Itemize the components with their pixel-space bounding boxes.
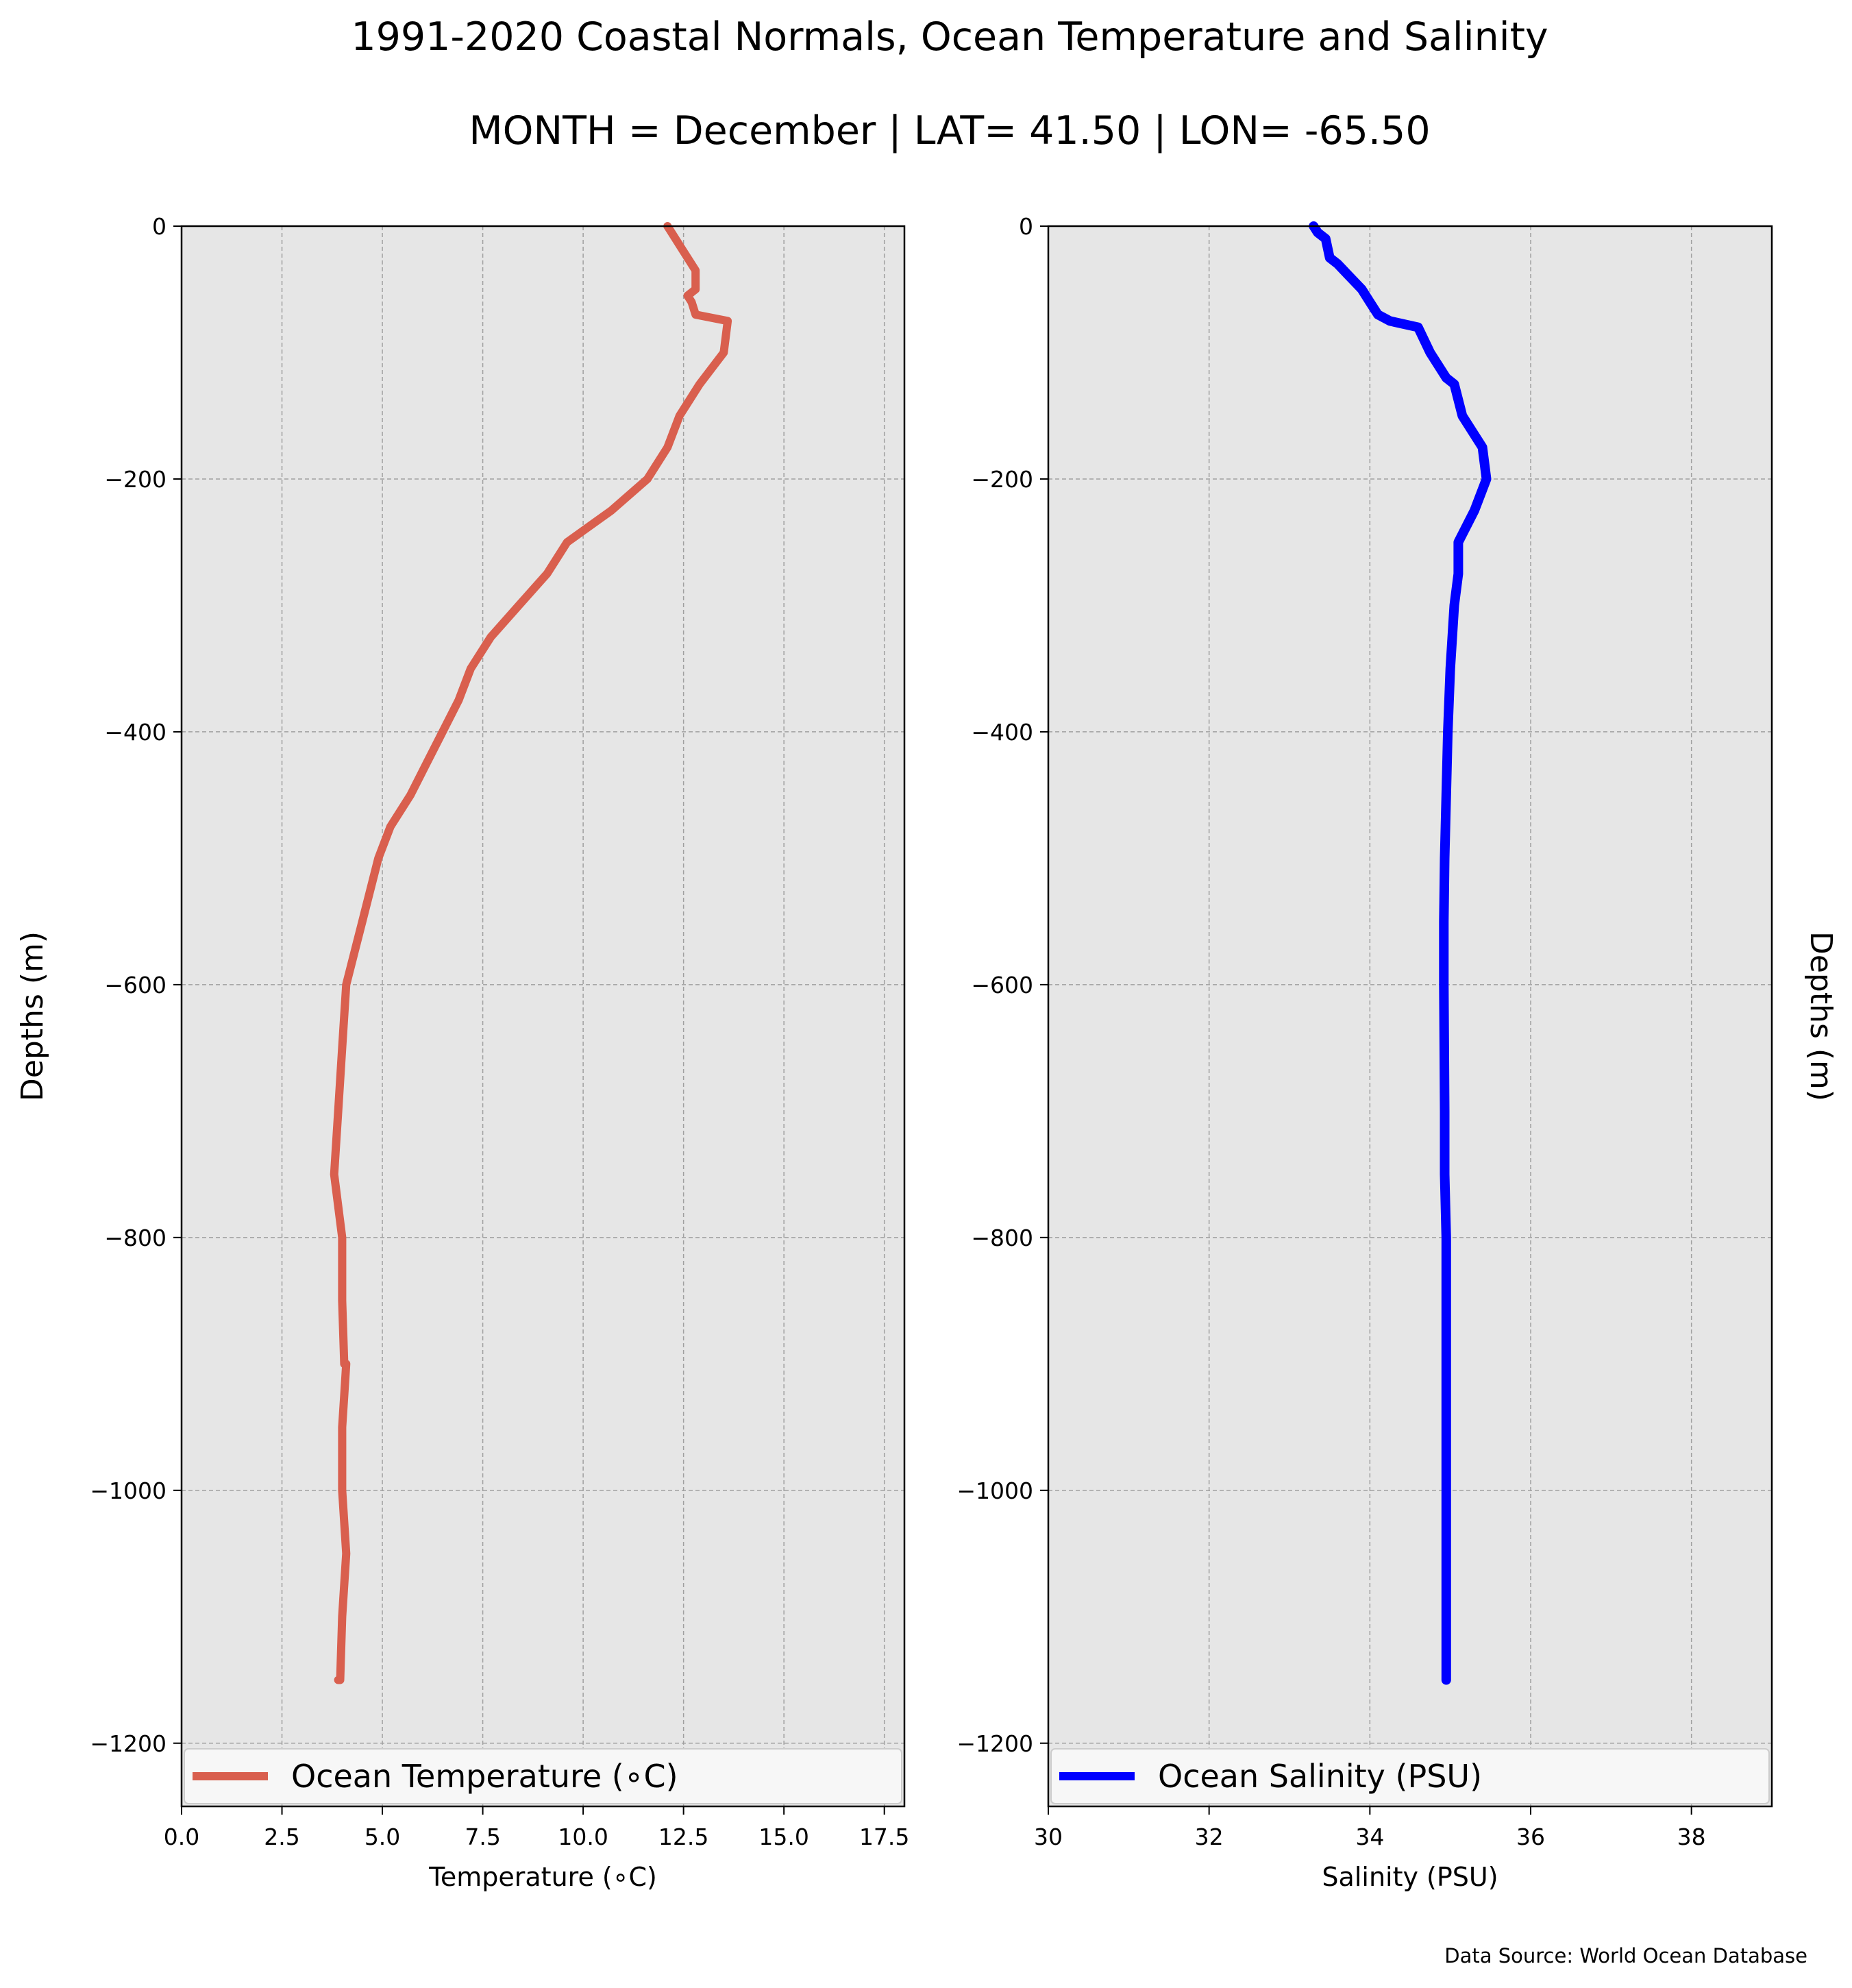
salinity-y-tick-label: −600	[971, 972, 1033, 998]
temperature-y-tick-label: −200	[104, 466, 166, 493]
figure-title: 1991-2020 Coastal Normals, Ocean Tempera…	[351, 14, 1548, 60]
temperature-x-tick-label: 7.5	[465, 1824, 500, 1850]
temperature-y-axis-label: Depths (m)	[15, 931, 50, 1101]
temperature-y-tick-label: −800	[104, 1225, 166, 1251]
salinity-x-tick-label: 32	[1195, 1824, 1224, 1850]
temperature-x-tick-label: 12.5	[658, 1824, 708, 1850]
salinity-y-ticks: 0 −200 −400 −600 −800 −1000 −1200	[956, 213, 1048, 1757]
temperature-y-tick-label: 0	[152, 213, 166, 240]
temperature-gridlines	[181, 225, 904, 1806]
salinity-legend-box	[1050, 1748, 1770, 1804]
salinity-x-axis-label: Salinity (PSU)	[1322, 1862, 1498, 1892]
temperature-y-tick-label: −400	[104, 719, 166, 746]
temperature-x-tick-label: 17.5	[859, 1824, 909, 1850]
temperature-x-axis-label: Temperature (∘C)	[428, 1862, 657, 1892]
salinity-x-tick-label: 34	[1355, 1824, 1384, 1850]
temperature-y-tick-label: −1000	[90, 1477, 166, 1504]
temperature-x-tick-label: 0.0	[164, 1824, 199, 1850]
temperature-legend: Ocean Temperature (∘C)	[184, 1748, 902, 1804]
salinity-y-axis-label: Depths (m)	[1803, 931, 1838, 1101]
temperature-plot-area	[182, 226, 904, 1806]
salinity-x-ticks: 30 32 34 36 38	[1034, 1806, 1706, 1850]
salinity-y-tick-label: −800	[971, 1225, 1033, 1251]
salinity-legend: Ocean Salinity (PSU)	[1050, 1748, 1770, 1804]
salinity-y-tick-label: −400	[971, 719, 1033, 746]
temperature-legend-label: Ocean Temperature (∘C)	[291, 1758, 678, 1795]
temperature-x-tick-label: 5.0	[365, 1824, 400, 1850]
temperature-series-line	[330, 222, 732, 1684]
temperature-y-ticks: 0 −200 −400 −600 −800 −1000 −1200	[90, 213, 182, 1757]
temperature-x-tick-label: 2.5	[264, 1824, 299, 1850]
temperature-panel: 0.0 2.5 5.0 7.5 10.0 12.5 15.0 17.5 0 −200 −400 −6…	[15, 213, 909, 1892]
salinity-series-line	[1309, 221, 1492, 1685]
salinity-panel: 30 32 34 36 38 0 −200 −400 −600 −800 −1000 −1200 S…	[956, 213, 1838, 1892]
temperature-y-tick-label: −600	[104, 972, 166, 998]
temperature-x-tick-label: 10.0	[558, 1824, 608, 1850]
salinity-x-tick-label: 38	[1677, 1824, 1706, 1850]
temperature-x-tick-label: 15.0	[758, 1824, 808, 1850]
salinity-x-tick-label: 36	[1516, 1824, 1545, 1850]
temperature-x-ticks: 0.0 2.5 5.0 7.5 10.0 12.5 15.0 17.5	[164, 1806, 909, 1850]
salinity-x-tick-label: 30	[1034, 1824, 1063, 1850]
temperature-y-tick-label: −1200	[90, 1730, 166, 1757]
data-source-note: Data Source: World Ocean Database	[1444, 1944, 1807, 1967]
temperature-axes-frame	[180, 225, 906, 1808]
salinity-axes-frame	[1047, 225, 1773, 1808]
salinity-y-tick-label: 0	[1019, 213, 1033, 240]
figure-subtitle: MONTH = December | LAT= 41.50 | LON= -65…	[469, 108, 1430, 154]
salinity-legend-label: Ocean Salinity (PSU)	[1158, 1758, 1482, 1795]
salinity-plot-area	[1048, 226, 1772, 1806]
salinity-y-tick-label: −1200	[956, 1730, 1033, 1757]
salinity-y-tick-label: −200	[971, 466, 1033, 493]
salinity-y-tick-label: −1000	[956, 1477, 1033, 1504]
temperature-legend-box	[184, 1748, 902, 1804]
